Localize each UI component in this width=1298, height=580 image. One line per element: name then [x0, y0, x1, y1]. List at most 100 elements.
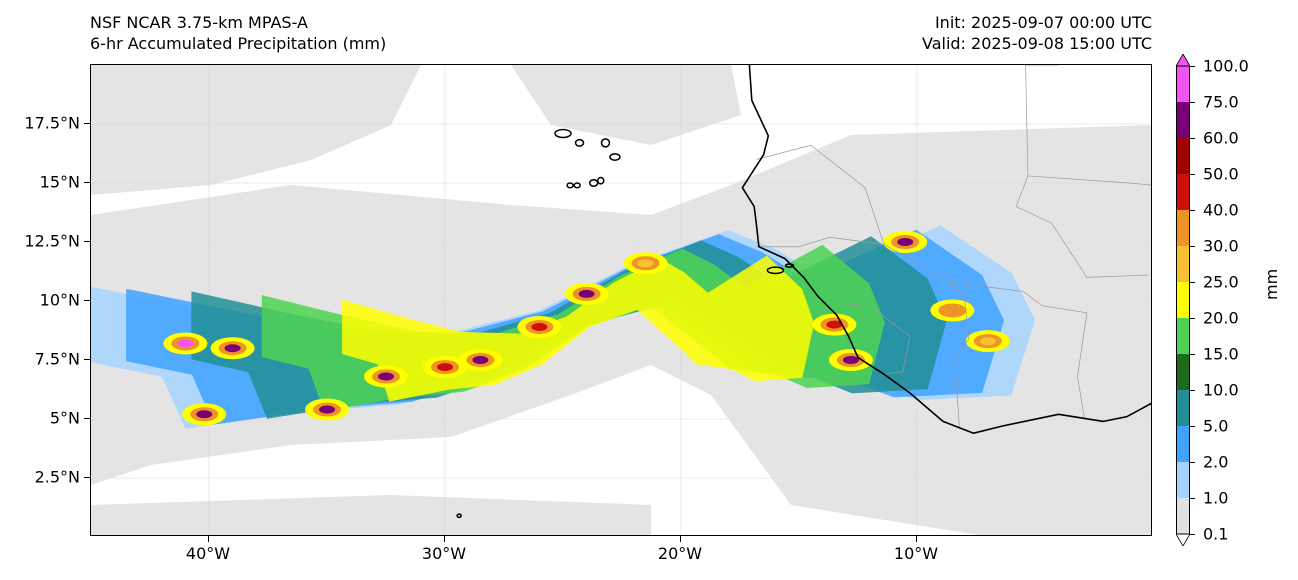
map-canvas — [91, 65, 1151, 535]
island-3 — [609, 153, 621, 161]
border-2 — [839, 303, 911, 375]
lat-tick — [84, 182, 90, 183]
rain-cell-peak-11 — [897, 238, 914, 246]
rain-cell-peak-2 — [319, 405, 335, 414]
colorbar-level-label: 60.0 — [1203, 128, 1239, 148]
rain-cell-peak-12 — [944, 306, 961, 315]
island-4 — [566, 182, 574, 189]
colorbar-swatch-0 — [1176, 498, 1190, 534]
colorbar-swatch-5 — [1176, 318, 1190, 354]
colorbar-tick — [1190, 462, 1195, 463]
rain-cell-peak-10 — [842, 356, 859, 364]
rain-cell-peak-5 — [472, 356, 489, 364]
valid-time: Valid: 2025-09-08 15:00 UTC — [921, 34, 1152, 53]
border-4 — [1015, 175, 1149, 278]
lon-tick-label: 20°W — [657, 544, 703, 563]
island-9 — [766, 266, 785, 275]
border-5 — [1025, 65, 1059, 176]
lon-tick — [444, 536, 445, 542]
rain-cell-peak-4 — [437, 363, 453, 372]
lat-tick-label: 2.5°N — [34, 467, 80, 487]
colorbar-swatch-9 — [1176, 174, 1190, 210]
lat-tick-label: 12.5°N — [24, 231, 80, 251]
colorbar-level-label: 10.0 — [1203, 380, 1239, 400]
border-6 — [1027, 175, 1151, 186]
light-precip-layer — [91, 65, 1151, 535]
colorbar-swatch-6 — [1176, 282, 1190, 318]
colorbar-units: mm — [1262, 268, 1281, 300]
colorbar-max-arrow — [1176, 54, 1190, 67]
colorbar-tick — [1190, 498, 1195, 499]
colorbar-tick — [1190, 426, 1195, 427]
colorbar-level-label: 2.0 — [1203, 452, 1229, 472]
lon-tick — [916, 536, 917, 542]
colorbar-tick — [1190, 282, 1195, 283]
colorbar — [1176, 54, 1190, 546]
lat-tick — [84, 123, 90, 124]
coastline — [456, 65, 1151, 519]
colorbar-swatch-12 — [1176, 66, 1190, 102]
colorbar-swatch-1 — [1176, 462, 1190, 498]
colorbar-tick — [1190, 138, 1195, 139]
colorbar-level-label: 25.0 — [1203, 272, 1239, 292]
gray-patch-1 — [511, 65, 741, 145]
precipitation-map — [90, 64, 1152, 536]
colorbar-level-label: 20.0 — [1203, 308, 1239, 328]
rain-cell-peak-7 — [578, 289, 595, 298]
colorbar-level-label: 5.0 — [1203, 416, 1229, 436]
colorbar-swatch-2 — [1176, 426, 1190, 462]
island-1 — [574, 138, 585, 147]
lon-tick-label: 10°W — [893, 544, 939, 563]
colorbar-tick — [1190, 318, 1195, 319]
colorbar-level-label: 50.0 — [1203, 164, 1239, 184]
rain-cell-peak-6 — [531, 322, 548, 331]
rain-cell-peak-8 — [637, 259, 654, 268]
island-5 — [573, 182, 581, 189]
model-name: NSF NCAR 3.75-km MPAS-A — [90, 13, 308, 32]
lat-tick-label: 15°N — [39, 172, 80, 192]
colorbar-swatch-11 — [1176, 102, 1190, 138]
colorbar-level-label: 1.0 — [1203, 488, 1229, 508]
init-time: Init: 2025-09-07 00:00 UTC — [934, 13, 1152, 32]
colorbar-tick — [1190, 390, 1195, 391]
rain-cell-peak-1 — [224, 344, 241, 353]
time-info: Init: 2025-09-07 00:00 UTC Valid: 2025-0… — [922, 12, 1152, 54]
colorbar-swatch-3 — [1176, 390, 1190, 426]
lat-tick — [84, 477, 90, 478]
colorbar-tick — [1190, 534, 1195, 535]
gray-patch-0 — [91, 65, 421, 195]
rain-cell-peak-13 — [979, 337, 996, 346]
border-1 — [756, 236, 885, 248]
colorbar-level-label: 15.0 — [1203, 344, 1239, 364]
lat-tick — [84, 418, 90, 419]
country-borders — [756, 65, 1151, 429]
lon-tick-label: 40°W — [185, 544, 231, 563]
lat-tick — [84, 359, 90, 360]
rain-cell-peak-14 — [196, 410, 213, 419]
colorbar-frame — [1176, 65, 1190, 535]
colorbar-min-arrow — [1176, 533, 1190, 546]
colorbar-tick — [1190, 66, 1195, 67]
island-10 — [784, 263, 795, 268]
lon-tick-label: 30°W — [421, 544, 467, 563]
island-7 — [597, 176, 605, 185]
lat-tick — [84, 300, 90, 301]
colorbar-tick — [1190, 174, 1195, 175]
lat-tick-label: 10°N — [39, 290, 80, 310]
colorbar-tick — [1190, 102, 1195, 103]
rain-cell-peak-9 — [826, 320, 843, 329]
lon-tick — [680, 536, 681, 542]
colorbar-tick — [1190, 354, 1195, 355]
colorbar-swatch-4 — [1176, 354, 1190, 390]
colorbar-swatch-7 — [1176, 246, 1190, 282]
colorbar-level-label: 75.0 — [1203, 92, 1239, 112]
colorbar-level-label: 100.0 — [1203, 56, 1249, 76]
map-title: NSF NCAR 3.75-km MPAS-A 6-hr Accumulated… — [90, 12, 386, 54]
border-3 — [949, 281, 1088, 420]
colorbar-swatch-10 — [1176, 138, 1190, 174]
colorbar-level-label: 30.0 — [1203, 236, 1239, 256]
colorbar-level-label: 40.0 — [1203, 200, 1239, 220]
island-2 — [600, 138, 611, 148]
rain-cell-peak-3 — [378, 372, 394, 381]
island-8 — [456, 513, 462, 519]
